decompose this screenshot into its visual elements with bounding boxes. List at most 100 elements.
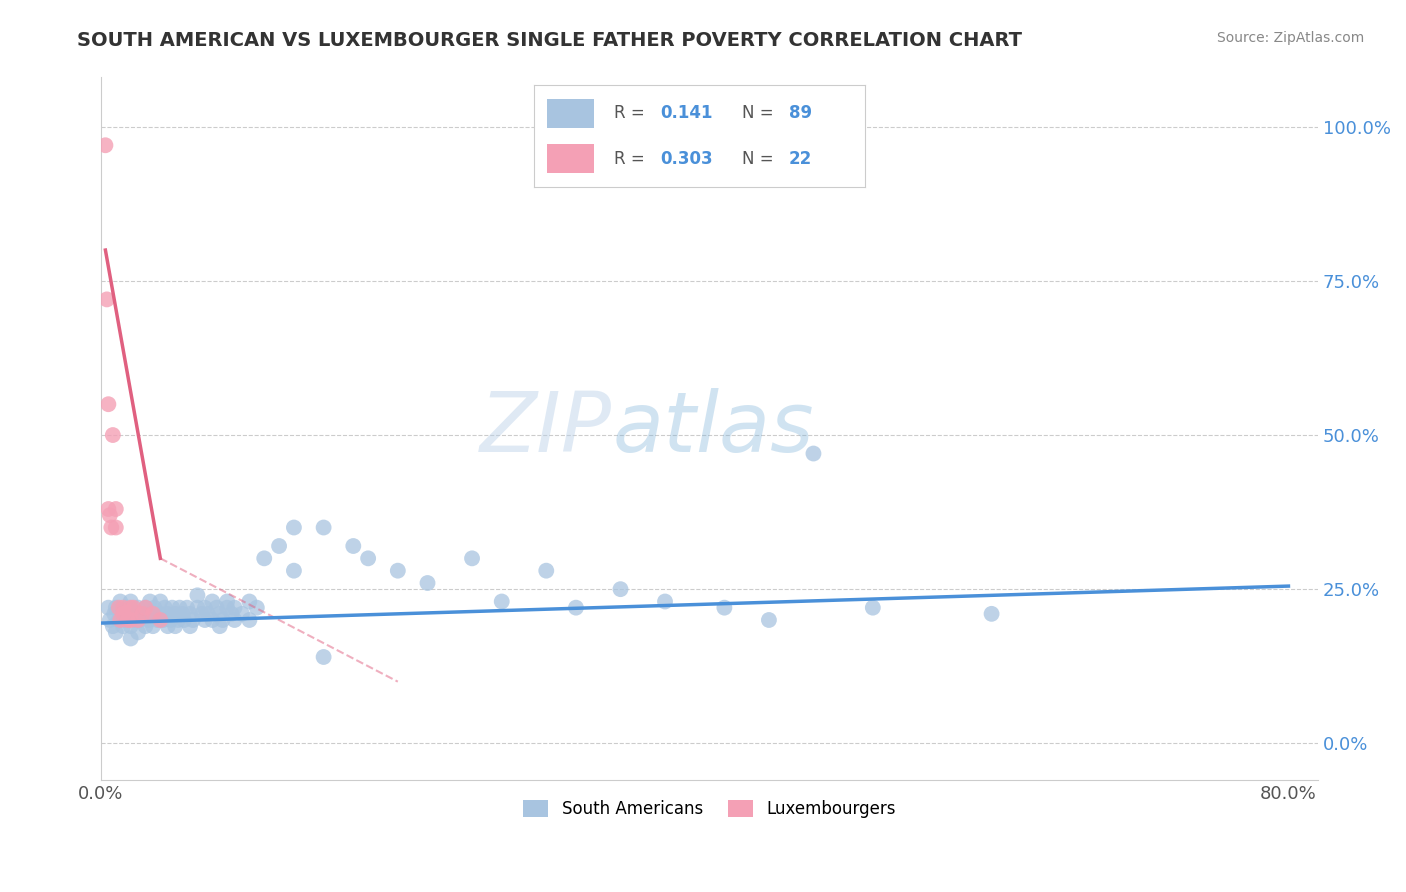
Point (120, 600, 142, 615)
Text: atlas: atlas (612, 388, 814, 469)
Point (176, 600, 198, 615)
Point (416, 576, 439, 591)
Point (253, 551, 276, 566)
Point (139, 594, 162, 608)
Point (194, 600, 217, 615)
Point (96, 293, 118, 307)
Point (197, 607, 219, 621)
Point (124, 613, 146, 627)
Point (142, 607, 165, 621)
Point (97, 397, 120, 411)
Point (165, 607, 187, 621)
Point (312, 650, 335, 665)
Point (149, 594, 172, 608)
Point (131, 607, 153, 621)
Point (201, 613, 224, 627)
Point (862, 600, 884, 615)
Point (134, 600, 156, 615)
Point (803, 446, 825, 460)
Point (138, 613, 160, 627)
Text: N =: N = (742, 104, 775, 122)
Point (104, 625, 127, 640)
Point (107, 613, 129, 627)
Point (127, 625, 149, 640)
Point (491, 594, 513, 608)
Point (97, 600, 120, 615)
Point (609, 582, 631, 597)
Text: 22: 22 (789, 150, 811, 168)
Point (94, 138, 117, 153)
Point (120, 613, 142, 627)
Text: SOUTH AMERICAN VS LUXEMBOURGER SINGLE FATHER POVERTY CORRELATION CHART: SOUTH AMERICAN VS LUXEMBOURGER SINGLE FA… (77, 31, 1022, 50)
Point (152, 613, 174, 627)
Point (217, 594, 239, 608)
Text: ZIP: ZIP (481, 388, 612, 469)
Point (283, 564, 305, 578)
Point (110, 594, 132, 608)
Point (143, 600, 166, 615)
Point (173, 613, 195, 627)
Point (103, 607, 125, 621)
Point (758, 613, 780, 627)
Point (246, 600, 269, 615)
Point (149, 607, 172, 621)
Point (117, 600, 139, 615)
Text: Source: ZipAtlas.com: Source: ZipAtlas.com (1216, 31, 1364, 45)
Point (179, 619, 201, 633)
Point (461, 551, 484, 566)
Point (267, 539, 290, 553)
Point (980, 607, 1002, 621)
Point (134, 600, 156, 615)
Point (536, 564, 558, 578)
Point (167, 613, 190, 627)
Point (142, 607, 165, 621)
Point (312, 520, 335, 534)
Text: 89: 89 (789, 104, 811, 122)
Point (224, 600, 246, 615)
Point (238, 613, 260, 627)
Point (104, 600, 127, 615)
Point (110, 613, 132, 627)
Point (231, 607, 253, 621)
FancyBboxPatch shape (547, 99, 593, 128)
Point (127, 613, 149, 627)
Point (120, 594, 142, 608)
Point (191, 607, 214, 621)
Point (100, 520, 122, 534)
Point (238, 594, 260, 608)
Point (713, 600, 735, 615)
Point (117, 613, 139, 627)
Point (387, 564, 409, 578)
Point (131, 607, 153, 621)
Point (101, 619, 124, 633)
Point (98, 613, 121, 627)
Point (112, 607, 135, 621)
Point (112, 600, 135, 615)
Point (208, 607, 231, 621)
Point (224, 613, 246, 627)
Point (186, 588, 208, 602)
Point (165, 619, 187, 633)
Point (654, 594, 676, 608)
Point (208, 619, 231, 633)
Point (142, 619, 165, 633)
Point (114, 613, 136, 627)
Point (122, 607, 145, 621)
Point (101, 428, 124, 442)
Point (134, 619, 156, 633)
Point (104, 520, 127, 534)
Text: N =: N = (742, 150, 775, 168)
Point (172, 607, 194, 621)
Point (211, 613, 233, 627)
Point (283, 520, 305, 534)
Point (156, 619, 179, 633)
Point (179, 607, 201, 621)
Point (98, 508, 121, 523)
Text: R =: R = (613, 104, 650, 122)
Point (342, 539, 364, 553)
Point (159, 613, 181, 627)
Point (112, 619, 135, 633)
Point (217, 600, 239, 615)
Point (128, 613, 150, 627)
Point (357, 551, 380, 566)
